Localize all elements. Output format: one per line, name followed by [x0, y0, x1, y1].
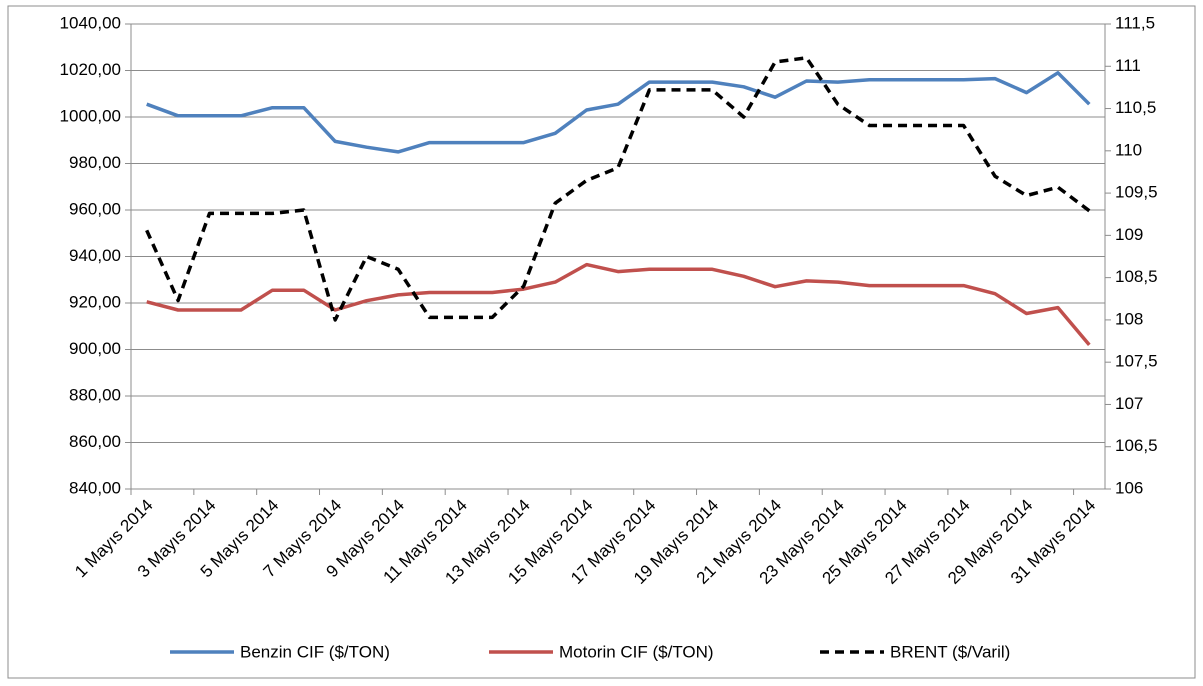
y2-tick-label: 107,5 [1115, 352, 1158, 371]
series-line [146, 262, 1091, 347]
y2-tick-label: 107 [1115, 394, 1143, 413]
y-tick-label: 880,00 [69, 385, 121, 404]
y2-tick-label: 111,5 [1115, 13, 1155, 32]
y-tick-label: 980,00 [69, 153, 121, 172]
y-tick-label: 940,00 [69, 246, 121, 265]
y-tick-label: 1000,00 [60, 106, 121, 125]
y-tick-label: 1040,00 [60, 13, 121, 32]
series-line [145, 56, 1091, 322]
y-tick-label: 960,00 [69, 199, 121, 218]
y2-tick-label: 109 [1115, 225, 1143, 244]
legend-label: Motorin CIF ($/TON) [559, 642, 714, 661]
y2-tick-label: 106 [1115, 478, 1143, 497]
y2-tick-label: 108 [1115, 309, 1143, 328]
y2-tick-label: 110,5 [1115, 98, 1156, 117]
y2-tick-label: 110 [1115, 140, 1142, 159]
y2-tick-label: 108,5 [1115, 267, 1158, 286]
y2-tick-label: 109,5 [1115, 183, 1158, 202]
legend-label: BRENT ($/Varil) [890, 642, 1010, 661]
y-tick-label: 920,00 [69, 292, 121, 311]
y-tick-label: 900,00 [69, 339, 121, 358]
y-tick-label: 840,00 [69, 478, 121, 497]
y-tick-label: 1020,00 [60, 60, 121, 79]
series-line [146, 71, 1091, 154]
legend-label: Benzin CIF ($/TON) [240, 642, 390, 661]
y2-tick-label: 106,5 [1115, 436, 1158, 455]
y-tick-label: 860,00 [69, 432, 121, 451]
y2-tick-label: 111 [1115, 56, 1141, 75]
chart-frame [7, 5, 1196, 679]
